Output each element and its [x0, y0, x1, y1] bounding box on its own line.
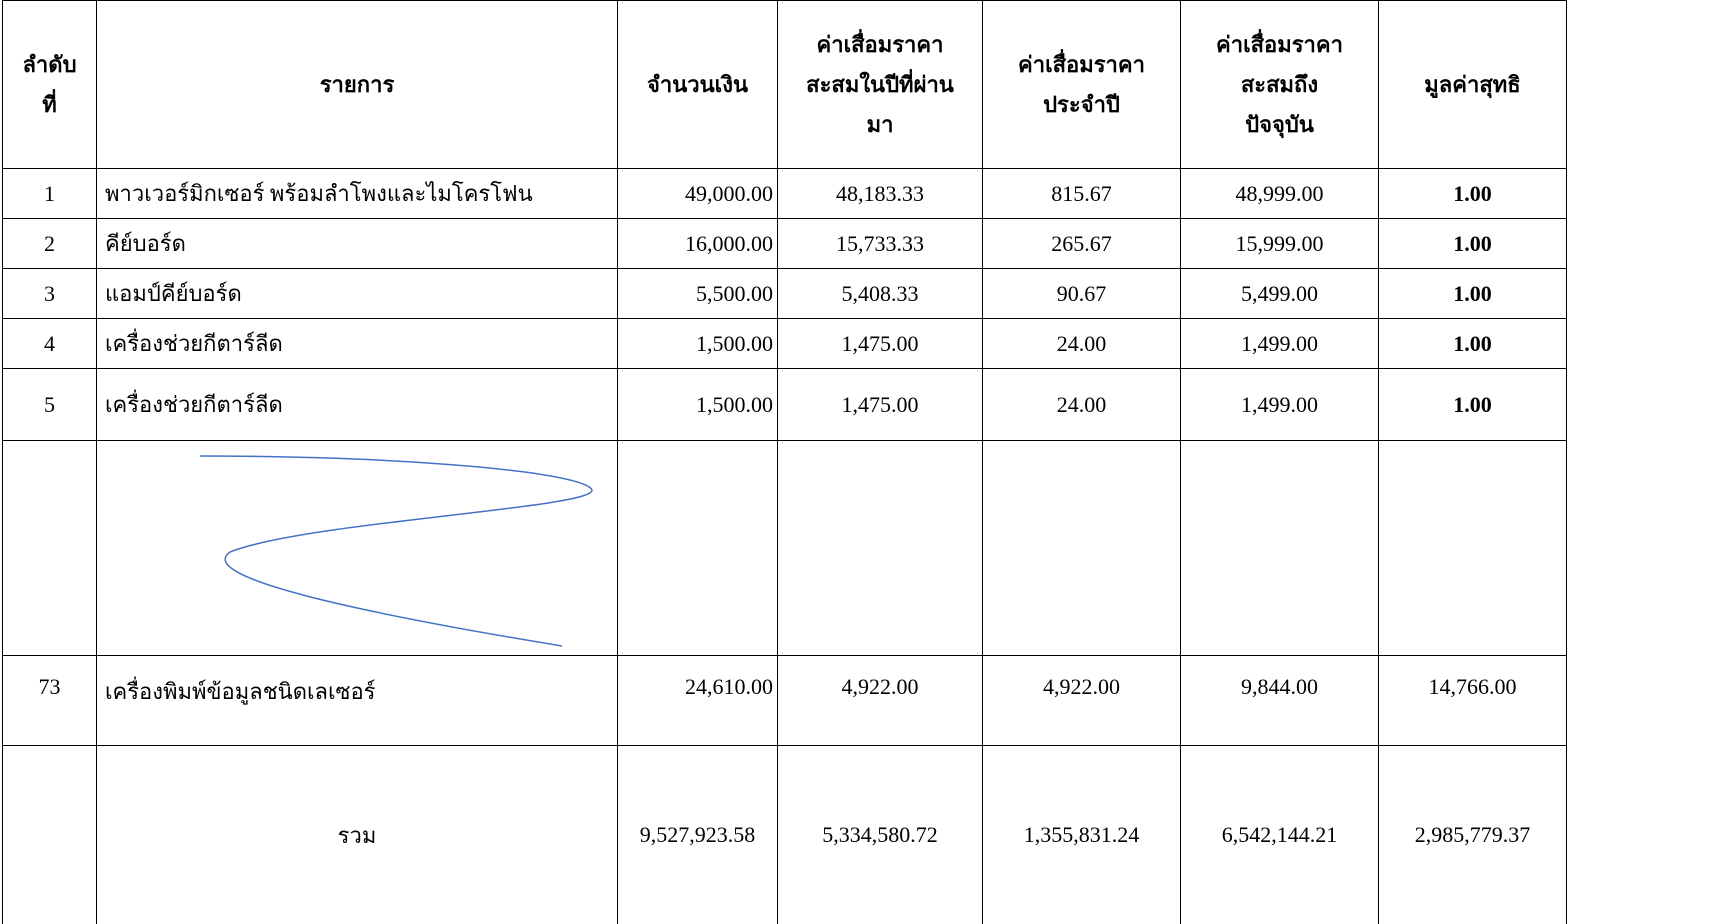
empty-cell — [3, 441, 97, 656]
cell: คีย์บอร์ด — [97, 219, 618, 269]
header-row: ลำดับที่รายการจำนวนเงินค่าเสื่อมราคาสะสม… — [3, 1, 1567, 169]
cell: 1,500.00 — [618, 319, 778, 369]
header-cell: มูลค่าสุทธิ — [1379, 1, 1567, 169]
cell: 5,499.00 — [1181, 269, 1379, 319]
header-line: ค่าเสื่อมราคา — [786, 25, 974, 65]
cell: 1,475.00 — [778, 319, 983, 369]
header-line: รายการ — [105, 65, 609, 105]
header-line: มา — [786, 105, 974, 145]
cell: 15,999.00 — [1181, 219, 1379, 269]
cell: 1.00 — [1379, 219, 1567, 269]
cell: 49,000.00 — [618, 169, 778, 219]
cell: 9,844.00 — [1181, 656, 1379, 746]
total-cell: 5,334,580.72 — [778, 746, 983, 924]
depreciation-table: ลำดับที่รายการจำนวนเงินค่าเสื่อมราคาสะสม… — [2, 0, 1567, 924]
header-line: ลำดับ — [11, 45, 88, 85]
cell: 1 — [3, 169, 97, 219]
header-cell: ลำดับที่ — [3, 1, 97, 169]
cell: 4,922.00 — [778, 656, 983, 746]
cell: 1,499.00 — [1181, 319, 1379, 369]
header-line: ที่ — [11, 85, 88, 125]
header-line: ค่าเสื่อมราคา — [1189, 25, 1370, 65]
empty-cell — [778, 441, 983, 656]
cell: 15,733.33 — [778, 219, 983, 269]
cell: 1.00 — [1379, 169, 1567, 219]
cell: 16,000.00 — [618, 219, 778, 269]
empty-cell — [618, 441, 778, 656]
cell: 24,610.00 — [618, 656, 778, 746]
header-line: ปัจจุบัน — [1189, 105, 1370, 145]
empty-cell — [1379, 441, 1567, 656]
cell: 1,499.00 — [1181, 369, 1379, 441]
header-line: จำนวนเงิน — [626, 65, 769, 105]
total-cell: 9,527,923.58 — [618, 746, 778, 924]
cell: 3 — [3, 269, 97, 319]
total-label: รวม — [97, 746, 618, 924]
total-cell: 2,985,779.37 — [1379, 746, 1567, 924]
empty-cell — [97, 441, 618, 656]
cell: 2 — [3, 219, 97, 269]
cell: เครื่องช่วยกีตาร์ลีด — [97, 319, 618, 369]
cell: 14,766.00 — [1379, 656, 1567, 746]
cell: 815.67 — [983, 169, 1181, 219]
header-cell: รายการ — [97, 1, 618, 169]
header-line: ประจำปี — [991, 85, 1172, 125]
cell: 90.67 — [983, 269, 1181, 319]
gap-row — [3, 441, 1567, 656]
total-cell: 6,542,144.21 — [1181, 746, 1379, 924]
cell: 24.00 — [983, 319, 1181, 369]
cell: แอมป์คีย์บอร์ด — [97, 269, 618, 319]
cell: 1,500.00 — [618, 369, 778, 441]
cell: 265.67 — [983, 219, 1181, 269]
cell: 1.00 — [1379, 369, 1567, 441]
header-line: สะสมในปีที่ผ่าน — [786, 65, 974, 105]
page: ลำดับที่รายการจำนวนเงินค่าเสื่อมราคาสะสม… — [0, 0, 1726, 924]
cell: 4,922.00 — [983, 656, 1181, 746]
cell: 1.00 — [1379, 319, 1567, 369]
cell: 5 — [3, 369, 97, 441]
cell: 1.00 — [1379, 269, 1567, 319]
total-cell: 1,355,831.24 — [983, 746, 1181, 924]
header-line: ค่าเสื่อมราคา — [991, 45, 1172, 85]
cell: เครื่องพิมพ์ข้อมูลชนิดเลเซอร์ — [97, 656, 618, 746]
header-cell: ค่าเสื่อมราคาสะสมในปีที่ผ่านมา — [778, 1, 983, 169]
empty-cell — [983, 441, 1181, 656]
cell: 5,500.00 — [618, 269, 778, 319]
continuation-mark — [105, 442, 610, 655]
cell: 73 — [3, 656, 97, 746]
cell: 5,408.33 — [778, 269, 983, 319]
cell: พาวเวอร์มิกเซอร์ พร้อมลำโพงและไมโครโฟน — [97, 169, 618, 219]
header-cell: จำนวนเงิน — [618, 1, 778, 169]
empty-cell — [1181, 441, 1379, 656]
empty-cell — [3, 746, 97, 924]
cell: 48,183.33 — [778, 169, 983, 219]
cell: 24.00 — [983, 369, 1181, 441]
cell: เครื่องช่วยกีตาร์ลีด — [97, 369, 618, 441]
cell: 1,475.00 — [778, 369, 983, 441]
header-line: มูลค่าสุทธิ — [1387, 65, 1558, 105]
header-cell: ค่าเสื่อมราคาประจำปี — [983, 1, 1181, 169]
cell: 48,999.00 — [1181, 169, 1379, 219]
header-line: สะสมถึง — [1189, 65, 1370, 105]
cell: 4 — [3, 319, 97, 369]
header-cell: ค่าเสื่อมราคาสะสมถึงปัจจุบัน — [1181, 1, 1379, 169]
